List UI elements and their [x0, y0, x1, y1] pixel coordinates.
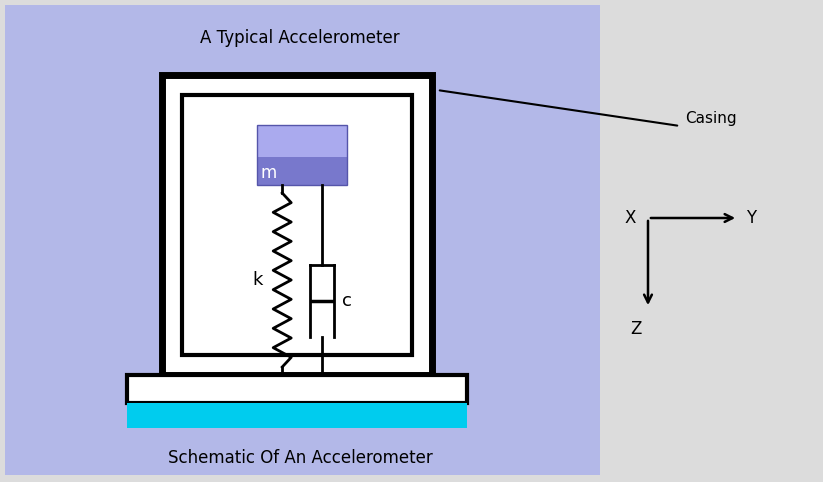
Bar	[127, 403, 467, 428]
Text: A Typical Accelerometer: A Typical Accelerometer	[200, 29, 400, 47]
Text: X: X	[625, 209, 636, 227]
Text: Y: Y	[746, 209, 756, 227]
Bar	[182, 95, 412, 355]
Text: Z: Z	[630, 320, 642, 338]
Text: k: k	[252, 271, 263, 289]
Text: c: c	[342, 292, 351, 310]
Bar	[162, 75, 432, 375]
Text: m: m	[261, 164, 277, 182]
Bar	[257, 125, 347, 157]
Text: Schematic Of An Accelerometer: Schematic Of An Accelerometer	[168, 449, 432, 467]
Bar	[257, 125, 347, 185]
Bar	[127, 375, 467, 403]
Text: Casing: Casing	[685, 110, 737, 125]
Bar	[257, 155, 347, 185]
Bar	[5, 5, 600, 475]
